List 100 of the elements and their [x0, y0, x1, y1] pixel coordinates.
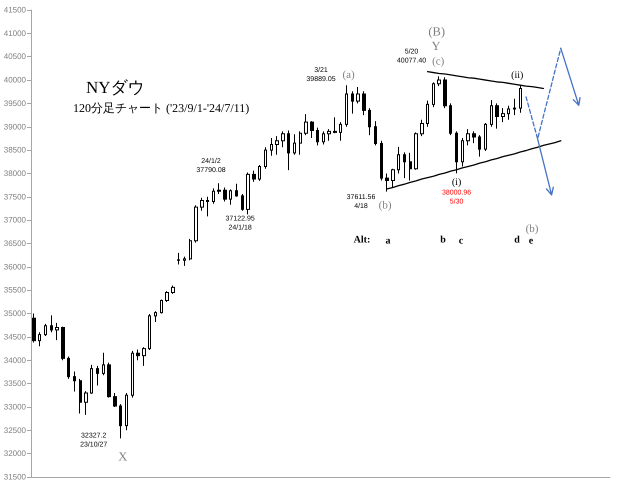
candlestick: [113, 392, 117, 408]
y-tick-label: 37000: [4, 216, 27, 225]
candlestick: [484, 122, 487, 152]
candlestick: [119, 404, 122, 439]
annotation: Y: [431, 39, 441, 53]
y-tick-label: 36500: [4, 239, 27, 248]
y-tick-label: 39500: [4, 98, 27, 108]
candlestick: [449, 102, 452, 136]
y-tick-label: 38000: [4, 168, 27, 178]
candlestick: [513, 98, 516, 116]
candlestick: [374, 120, 377, 146]
candlestick: [246, 172, 250, 215]
candlestick: [472, 130, 476, 144]
candlestick: [241, 194, 244, 212]
candlestick: [322, 130, 325, 145]
candlestick: [437, 76, 441, 87]
y-tick-label: 34500: [4, 332, 27, 342]
candlestick: [55, 322, 59, 341]
candlestick: [281, 130, 285, 148]
y-tick-label: 36000: [4, 262, 27, 272]
y-tick-label: 35000: [4, 309, 27, 318]
candlestick: [507, 105, 510, 120]
candlestick: [154, 310, 157, 322]
annotation: c: [458, 236, 464, 246]
candlestick: [501, 108, 505, 123]
annotation: (c): [432, 55, 445, 68]
candlestick: [490, 100, 493, 128]
annotation: a: [386, 236, 390, 246]
candlestick: [443, 76, 447, 109]
y-tick-label: 40500: [4, 52, 27, 62]
annotation: e: [528, 236, 534, 246]
y-tick-label: 41500: [4, 6, 27, 14]
candlestick: [304, 114, 308, 136]
candlestick: [275, 136, 279, 156]
candlestick: [160, 299, 163, 314]
candlestick: [235, 183, 238, 198]
candlestick: [107, 362, 111, 398]
candlestick: [466, 128, 470, 146]
annotation: b: [440, 234, 446, 246]
y-tick-label: 33500: [4, 379, 27, 388]
candlestick: [368, 108, 371, 136]
candlestick: [67, 356, 70, 380]
y-tick-label: 32000: [4, 449, 27, 458]
text: NYダウ: [86, 78, 145, 97]
candlestick: [339, 122, 342, 142]
candlestick: [44, 323, 47, 336]
candlestick: [183, 256, 186, 266]
annotation: X: [118, 449, 128, 464]
candlestick: [50, 314, 53, 333]
candlestick: [73, 370, 76, 392]
candlestick: [102, 352, 105, 376]
annotation: (B): [428, 24, 446, 39]
annotation: (a): [342, 69, 355, 82]
candlestick: [495, 102, 499, 130]
annotation: Alt:: [354, 234, 370, 246]
y-tick-label: 33000: [4, 402, 27, 412]
candlestick: [194, 204, 198, 244]
y-tick-label: 31500: [4, 472, 27, 482]
candlestick: [270, 137, 273, 156]
candlestick: [409, 152, 412, 181]
candlestick: [61, 326, 65, 361]
candlestick: [125, 392, 128, 431]
candlestick: [32, 313, 36, 344]
candlestick: [380, 140, 383, 181]
candlestick: [90, 364, 93, 394]
annotation: (i): [452, 176, 462, 188]
y-tick-label: 39000: [4, 122, 27, 132]
candlestick: [177, 252, 180, 266]
candlestick: [258, 164, 261, 182]
candlestick: [148, 314, 151, 350]
candlestick: [206, 196, 209, 217]
y-tick-label: 32500: [4, 426, 27, 435]
y-tick-label: 35500: [4, 286, 27, 295]
candlestick: [420, 119, 424, 137]
y-tick-label: 34000: [4, 356, 27, 365]
candlestick: [217, 182, 221, 194]
candlestick: [96, 365, 99, 386]
annotation: (ii): [511, 70, 524, 82]
candlestick: [84, 390, 88, 416]
y-tick-label: 40000: [4, 76, 27, 85]
candlestick: [264, 146, 267, 170]
candlestick: [327, 128, 331, 142]
candlestick: [287, 130, 290, 171]
candlestick: [426, 100, 429, 128]
candlestick: [223, 186, 227, 202]
candlestick: [79, 378, 82, 414]
candlestick: [299, 130, 302, 156]
candlestick: [165, 290, 169, 302]
annotation: (b): [378, 200, 392, 212]
candlestick: [131, 350, 134, 398]
annotation: d: [514, 234, 520, 246]
candlestick: [310, 120, 314, 138]
candlestick: [189, 238, 192, 261]
candlestick: [333, 116, 337, 134]
candlestick: [38, 332, 41, 347]
candlestick: [293, 134, 296, 156]
candlestick: [345, 84, 348, 128]
y-tick-label: 38500: [4, 146, 27, 155]
candlestick: [316, 127, 319, 146]
y-tick-label: 41000: [4, 28, 27, 38]
